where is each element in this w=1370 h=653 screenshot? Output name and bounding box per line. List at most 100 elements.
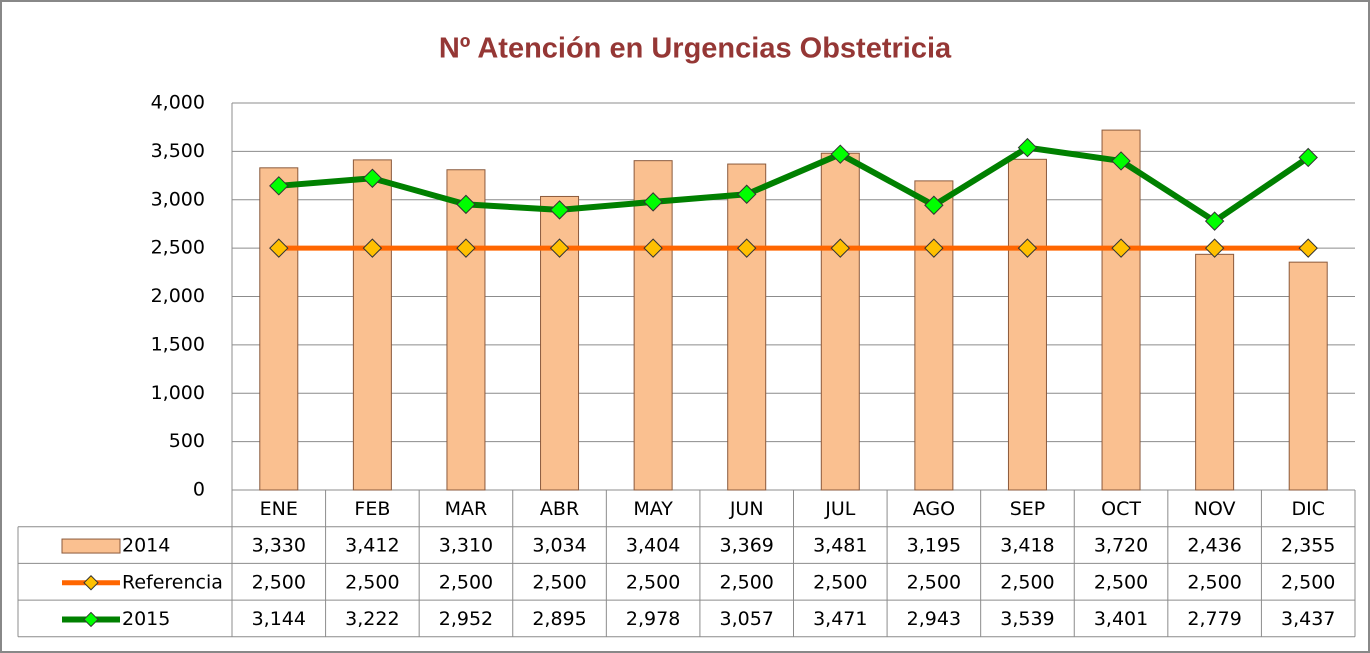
table-value: 2,952 [439,608,493,630]
marker [830,238,850,258]
y-tick-label: 3,500 [151,140,205,162]
table-value: 2,500 [1281,571,1335,593]
table-value: 2,500 [439,571,493,593]
table-value: 3,481 [813,535,867,557]
table-value: 2,500 [626,571,680,593]
table-value: 3,412 [345,535,399,557]
table-value: 2,500 [1187,571,1241,593]
table-value: 3,034 [532,535,586,557]
legend-key [83,611,99,628]
bar [914,180,954,491]
marker [1111,151,1131,171]
table-value: 3,057 [720,608,774,630]
marker [1298,238,1318,258]
marker [1111,238,1131,258]
chart-title: Nº Atención en Urgencias Obstetricia [439,33,952,65]
table-value: 3,418 [1000,535,1054,557]
table-value: 3,471 [813,608,867,630]
marker [830,144,850,164]
x-tick-label: FEB [354,498,390,520]
x-tick-label: SEP [1010,498,1046,520]
table-value: 2,978 [626,608,680,630]
y-tick-label: 2,500 [151,237,205,259]
marker [1017,137,1038,158]
x-tick-label: OCT [1101,498,1141,520]
bar [1101,129,1141,491]
x-tick-label: ABR [540,498,579,520]
table-value: 3,369 [720,535,774,557]
bar [259,167,299,491]
table-value: 3,437 [1281,608,1335,630]
marker [924,238,944,258]
bar [633,160,673,491]
marker [1017,238,1038,258]
legend-label: Referencia [122,571,223,593]
x-tick-label: JUL [824,498,856,520]
x-tick-label: MAR [445,498,488,520]
table-value: 2,355 [1281,535,1335,557]
table-value: 3,404 [626,535,680,557]
bar [446,169,486,491]
table-value: 2,500 [907,571,961,593]
marker [362,238,383,258]
y-tick-label: 1,500 [151,333,205,355]
marker [456,194,476,215]
table-value: 3,539 [1000,608,1054,630]
table-value: 2,500 [532,571,586,593]
x-tick-label: JUN [729,498,764,520]
y-tick-label: 0 [193,479,205,501]
y-tick-label: 3,000 [151,188,205,210]
x-tick-label: DIC [1291,498,1325,520]
marker [643,192,663,212]
legend-key [83,575,99,591]
bar [820,152,860,491]
marker [549,200,570,220]
table-value: 2,500 [1094,571,1148,593]
bar [1288,261,1328,491]
x-tick-label: NOV [1194,498,1236,520]
table-value: 3,144 [252,608,306,630]
table-value: 2,500 [345,571,399,593]
legend-key [61,538,121,554]
marker [1298,147,1318,168]
y-tick-label: 2,000 [151,285,205,307]
marker [269,238,289,258]
marker [1204,211,1225,231]
y-tick-label: 1,000 [151,382,205,404]
table-value: 3,310 [439,535,493,557]
table-value: 3,720 [1094,535,1148,557]
table-value: 2,500 [1000,571,1054,593]
marker [643,238,663,258]
marker [456,238,476,258]
table-value: 3,401 [1094,608,1148,630]
table-value: 3,195 [907,535,961,557]
marker [549,238,570,258]
marker [737,184,757,204]
marker [1204,238,1225,258]
marker [924,195,944,215]
table-value: 2,436 [1187,535,1241,557]
y-tick-label: 500 [169,430,205,452]
table-value: 2,500 [813,571,867,593]
x-tick-label: ENE [260,498,298,520]
table-value: 2,779 [1187,608,1241,630]
bar [1007,158,1047,491]
bar [352,159,392,491]
legend-label: 2014 [122,535,170,557]
legend-label: 2015 [122,608,170,630]
marker [362,168,383,188]
marker [737,238,757,258]
y-tick-label: 4,000 [151,92,205,114]
bar [727,163,767,491]
table-value: 3,222 [345,608,399,630]
line [278,144,1310,225]
x-tick-label: AGO [913,498,955,520]
bar [1195,253,1235,491]
table-value: 3,330 [252,535,306,557]
table-value: 2,500 [252,571,306,593]
x-tick-label: MAY [633,498,673,520]
marker [269,176,289,196]
table-value: 2,895 [532,608,586,630]
